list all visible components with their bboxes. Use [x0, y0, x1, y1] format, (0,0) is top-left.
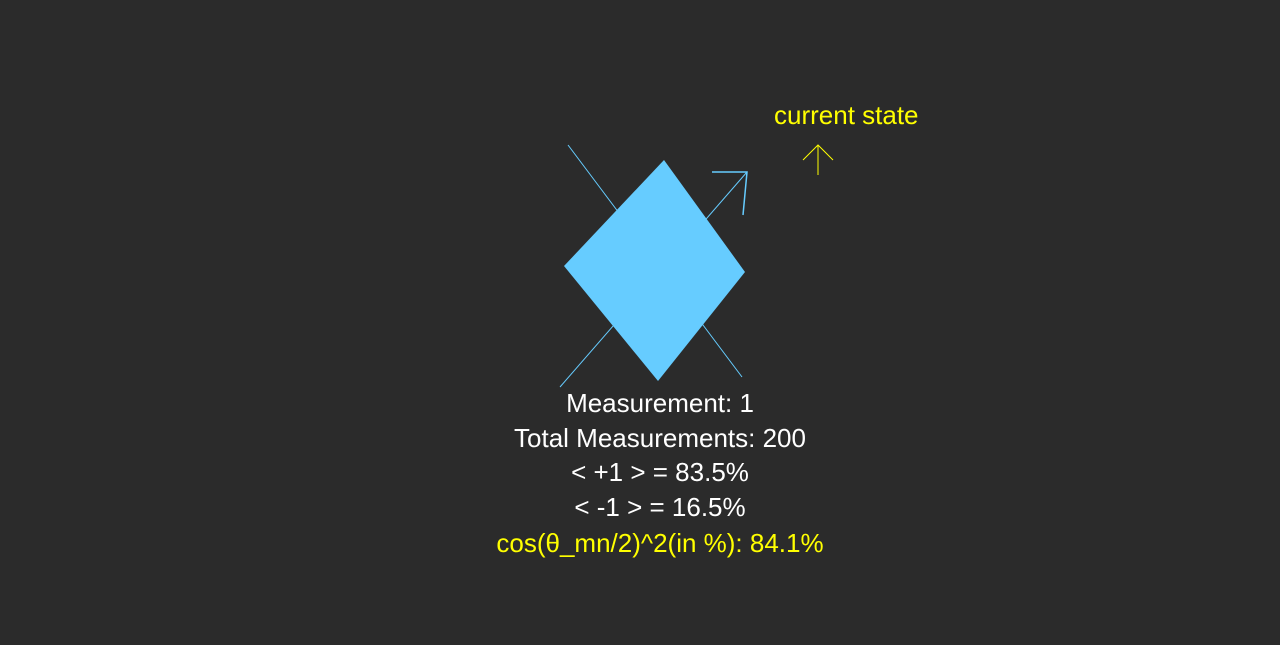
- current-state-label: current state: [774, 100, 919, 130]
- plus-one-expectation: < +1 > = 83.5%: [571, 457, 749, 487]
- measurement-readout: Measurement: 1: [566, 388, 754, 418]
- state-arrow-head: [712, 171, 748, 216]
- current-state-arrow-head: [802, 144, 834, 161]
- cos-formula-readout: cos(θ_mn/2)^2(in %): 84.1%: [496, 528, 824, 558]
- total-measurements-readout: Total Measurements: 200: [514, 423, 806, 453]
- minus-one-expectation: < -1 > = 16.5%: [574, 492, 746, 522]
- measurement-diamond: [564, 160, 745, 381]
